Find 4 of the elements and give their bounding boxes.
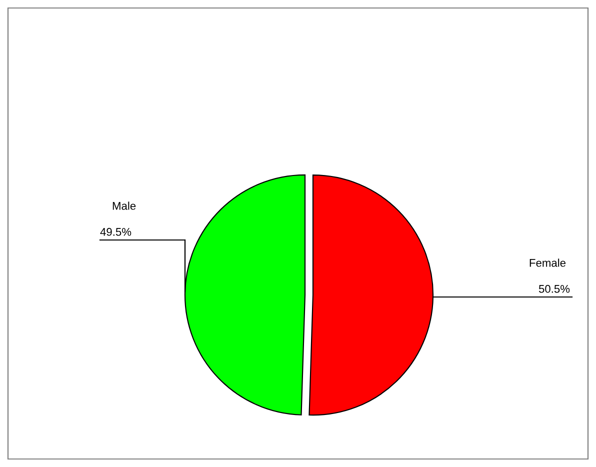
slice-label: Male	[112, 202, 136, 210]
slice-label: Female	[530, 258, 566, 267]
data-label: 50.5%	[538, 284, 570, 293]
data-label: 49.5%	[100, 228, 132, 236]
